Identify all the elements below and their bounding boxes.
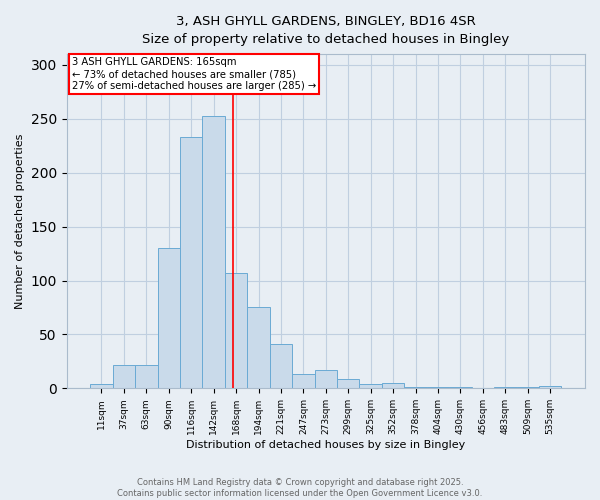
Bar [202, 116, 225, 388]
Y-axis label: Number of detached properties: Number of detached properties [15, 134, 25, 309]
Bar [359, 384, 382, 388]
X-axis label: Distribution of detached houses by size in Bingley: Distribution of detached houses by size … [186, 440, 466, 450]
Bar [270, 344, 292, 389]
Bar [247, 308, 270, 388]
Bar [135, 364, 158, 388]
Bar [225, 273, 247, 388]
Text: Contains HM Land Registry data © Crown copyright and database right 2025.
Contai: Contains HM Land Registry data © Crown c… [118, 478, 482, 498]
Bar [539, 386, 562, 388]
Title: 3, ASH GHYLL GARDENS, BINGLEY, BD16 4SR
Size of property relative to detached ho: 3, ASH GHYLL GARDENS, BINGLEY, BD16 4SR … [142, 15, 509, 46]
Bar [180, 137, 202, 388]
Text: 3 ASH GHYLL GARDENS: 165sqm
← 73% of detached houses are smaller (785)
27% of se: 3 ASH GHYLL GARDENS: 165sqm ← 73% of det… [72, 58, 316, 90]
Bar [292, 374, 314, 388]
Bar [314, 370, 337, 388]
Bar [113, 364, 135, 388]
Bar [158, 248, 180, 388]
Bar [337, 378, 359, 388]
Bar [90, 384, 113, 388]
Bar [382, 383, 404, 388]
